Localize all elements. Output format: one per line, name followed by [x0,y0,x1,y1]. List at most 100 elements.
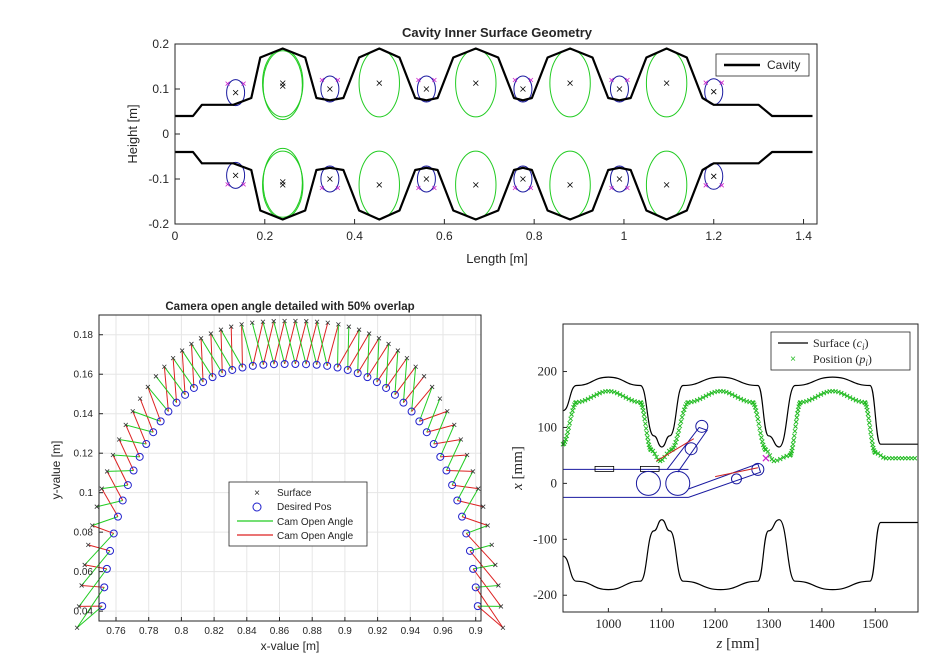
x-tick-label: 0.92 [368,626,388,637]
surface-marker [189,341,194,347]
position-marker-b [623,395,629,400]
iris-center-marker-b [423,176,430,182]
position-marker [806,397,812,403]
position-marker [623,395,629,400]
tangent-marker-b [241,182,246,187]
equator-center-marker-b [473,80,479,86]
tangent-marker [432,77,437,83]
position-marker [650,448,656,454]
legend-label-surface: Surface (ci) [813,336,868,352]
position-marker-b [672,443,677,448]
cam-open-angle-red [112,454,129,486]
position-marker-b [821,390,827,396]
x-tick-label: 1000 [595,616,621,631]
cam-open-angle-green [101,484,128,490]
desired-pos-marker [189,383,198,392]
legend-label-position: Position (pi) [813,352,872,368]
tangent-marker [335,185,341,191]
surface-marker [464,452,470,458]
surface-marker [470,469,476,474]
position-marker [694,397,700,403]
cam-open-angle-green [347,326,350,370]
position-marker-b [759,439,765,444]
surface-marker-b [451,422,457,428]
position-marker-b [824,389,830,395]
legend-swatch-surface: × [254,488,260,499]
x-tick-label: 1500 [862,616,888,631]
camera-angle-chart: Camera open angle detailed with 50% over… [49,301,506,653]
position-marker-b [626,396,632,402]
y-tick-label: -200 [533,587,557,602]
x-tick-label: 1.4 [795,229,812,243]
position-marker [792,428,798,434]
position-marker [760,442,766,448]
tangent-marker [225,81,230,86]
iris-center-marker [232,89,239,96]
surface-marker [76,604,82,609]
surface-marker [170,355,176,361]
surface-marker [493,562,498,568]
position-marker [644,430,650,436]
legend-swatch-desired-pos [252,502,262,512]
position-marker-b [875,451,881,456]
surface-marker [356,327,362,332]
position-marker [591,393,597,399]
cam-open-angle-green [155,376,177,403]
target-marker-b [762,454,770,462]
surface-marker [179,348,185,353]
position-marker-b [576,399,582,405]
cam-open-angle-green [456,471,474,501]
cam-open-angle-green [220,329,243,368]
surface-marker [498,604,504,609]
tangent-marker [241,81,246,86]
position-marker [643,421,648,427]
desired-pos-marker [333,363,342,372]
surface-marker [94,504,100,509]
tangent-marker-b [528,185,534,191]
position-marker [795,411,800,416]
position-marker-b [564,433,570,439]
legend-label-desired-pos: Desired Pos [277,502,331,513]
legend-swatch-position: × [790,354,796,365]
tangent-marker-b [719,80,725,85]
iris-ellipse-upper [320,75,340,103]
position-marker [752,404,758,410]
y-tick-label: 0.06 [74,567,94,578]
position-marker [567,420,573,426]
surface-marker-b [104,469,110,474]
surface-marker-b [500,625,506,631]
cam-open-angle-green [76,587,105,629]
position-marker [818,392,824,397]
iris-center-marker-b [710,173,717,180]
position-marker [759,435,764,440]
position-marker-b [795,407,801,413]
surface-marker [366,331,372,336]
position-marker [673,440,678,445]
x-tick-label: 1 [621,229,628,243]
position-marker-b [838,390,844,396]
cam-open-angle-green [119,439,147,445]
surface-marker [110,452,116,458]
position-marker [804,398,809,404]
cam-open-angle-red [457,499,484,508]
surface-marker-b [386,341,391,347]
robot-joint [730,473,742,485]
tangent-marker [703,183,709,188]
x-tick-label: 0.4 [346,229,363,243]
robot-wheel [635,470,661,496]
position-marker-b [862,400,868,406]
tangent-marker [625,77,630,83]
position-marker [620,393,626,399]
position-marker-b [793,419,799,425]
tangent-marker-b [335,185,341,191]
surface-marker [271,318,277,324]
position-marker [774,458,780,463]
surface-marker-b [493,562,498,568]
position-marker-b [753,408,759,413]
y-tick-label: 0 [162,127,169,141]
surface-marker-b [470,469,476,474]
surface-marker [74,625,80,631]
cam-open-angle-green [181,350,204,383]
position-marker [869,438,875,444]
cam-open-angle-green [251,322,264,365]
